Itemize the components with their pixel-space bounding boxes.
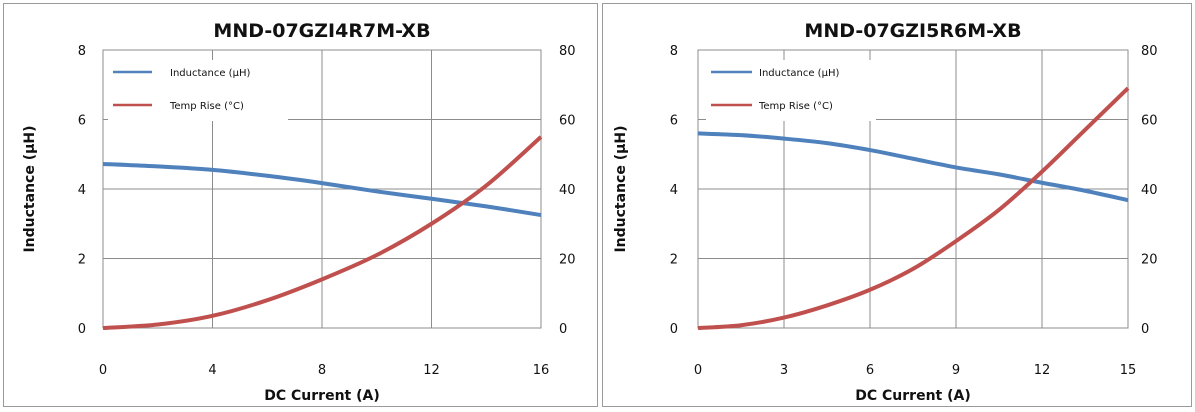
x-axis-label: DC Current (A) (855, 388, 970, 404)
y-tick-label: 8 (670, 44, 678, 59)
y-tick-label: 0 (670, 322, 678, 337)
temp-rise-series-line (697, 86, 1130, 330)
chart-title: MND-07GZI5R6M-XB (804, 20, 1021, 42)
chart-svg-1: MND-07GZI4R7M-XB0 4 8 12 1602468020406080DC … (22, 20, 576, 404)
y2-tick-label: 80 (1141, 44, 1158, 59)
y-tick-label: 2 (670, 253, 678, 268)
y2-tick-label: 20 (559, 253, 576, 268)
y2-tick-label: 40 (1141, 183, 1158, 198)
temp-rise-series-line (102, 135, 543, 330)
legend-entry: Temp Rise (°C) (758, 101, 833, 112)
legend-entry: Inductance (µH) (170, 68, 250, 79)
x-axis-label: DC Current (A) (264, 388, 379, 404)
y-tick-label: 0 (78, 322, 86, 337)
x-tick-label: 0 (694, 363, 702, 378)
y-tick-label: 2 (78, 253, 86, 268)
y2-tick-label: 60 (559, 114, 576, 129)
y2-tick-label: 40 (559, 183, 576, 198)
legend-entry: Inductance (µH) (759, 68, 839, 79)
chart-title: MND-07GZI4R7M-XB (213, 20, 430, 42)
x-tick-label: 3 (780, 363, 788, 378)
legend-background (108, 60, 288, 121)
y-tick-label: 6 (78, 114, 86, 129)
plot-area-border (697, 49, 1129, 329)
inductance-series-line (102, 161, 542, 218)
x-tick-label: 0 (99, 363, 107, 378)
legend-background (706, 60, 876, 121)
y-tick-label: 8 (78, 44, 86, 59)
inductance-series-line (697, 131, 1129, 203)
chart-panel-1: MND-07GZI4R7M-XB 0 4 8 12 16 0 2 4 6 8 0 20 40 60 80 DC … (3, 3, 598, 407)
y2-tick-label: 0 (1141, 322, 1149, 337)
x-tick-label: 8 (318, 363, 326, 378)
chart-svg-2: MND-07GZI5R6M-XB0 3 6 9 12 1502468020406080DC… (613, 20, 1158, 404)
legend-entry: Temp Rise (°C) (169, 101, 244, 112)
y2-tick-label: 60 (1141, 114, 1158, 129)
x-tick-label: 9 (952, 363, 960, 378)
y2-tick-label: 0 (559, 322, 567, 337)
plot-area-border (102, 49, 542, 329)
y-axis-label: Inductance (µH) (22, 125, 38, 252)
y-axis-label: Inductance (µH) (613, 125, 629, 252)
y2-tick-label: 80 (559, 44, 576, 59)
chart-panel-2: MND-07GZI5R6M-XB 0 3 6 9 12 15 0 2 4 6 8 0 20 40 60 80 DC… (602, 3, 1192, 407)
y-tick-label: 6 (670, 114, 678, 129)
x-tick-label: 4 (208, 363, 216, 378)
x-tick-label: 12 (1034, 363, 1051, 378)
x-tick-label: 12 (423, 363, 440, 378)
x-tick-label: 6 (866, 363, 874, 378)
x-tick-label: 16 (533, 363, 550, 378)
y-tick-label: 4 (78, 183, 86, 198)
x-tick-label: 15 (1120, 363, 1137, 378)
y-tick-label: 4 (670, 183, 678, 198)
y2-tick-label: 20 (1141, 253, 1158, 268)
